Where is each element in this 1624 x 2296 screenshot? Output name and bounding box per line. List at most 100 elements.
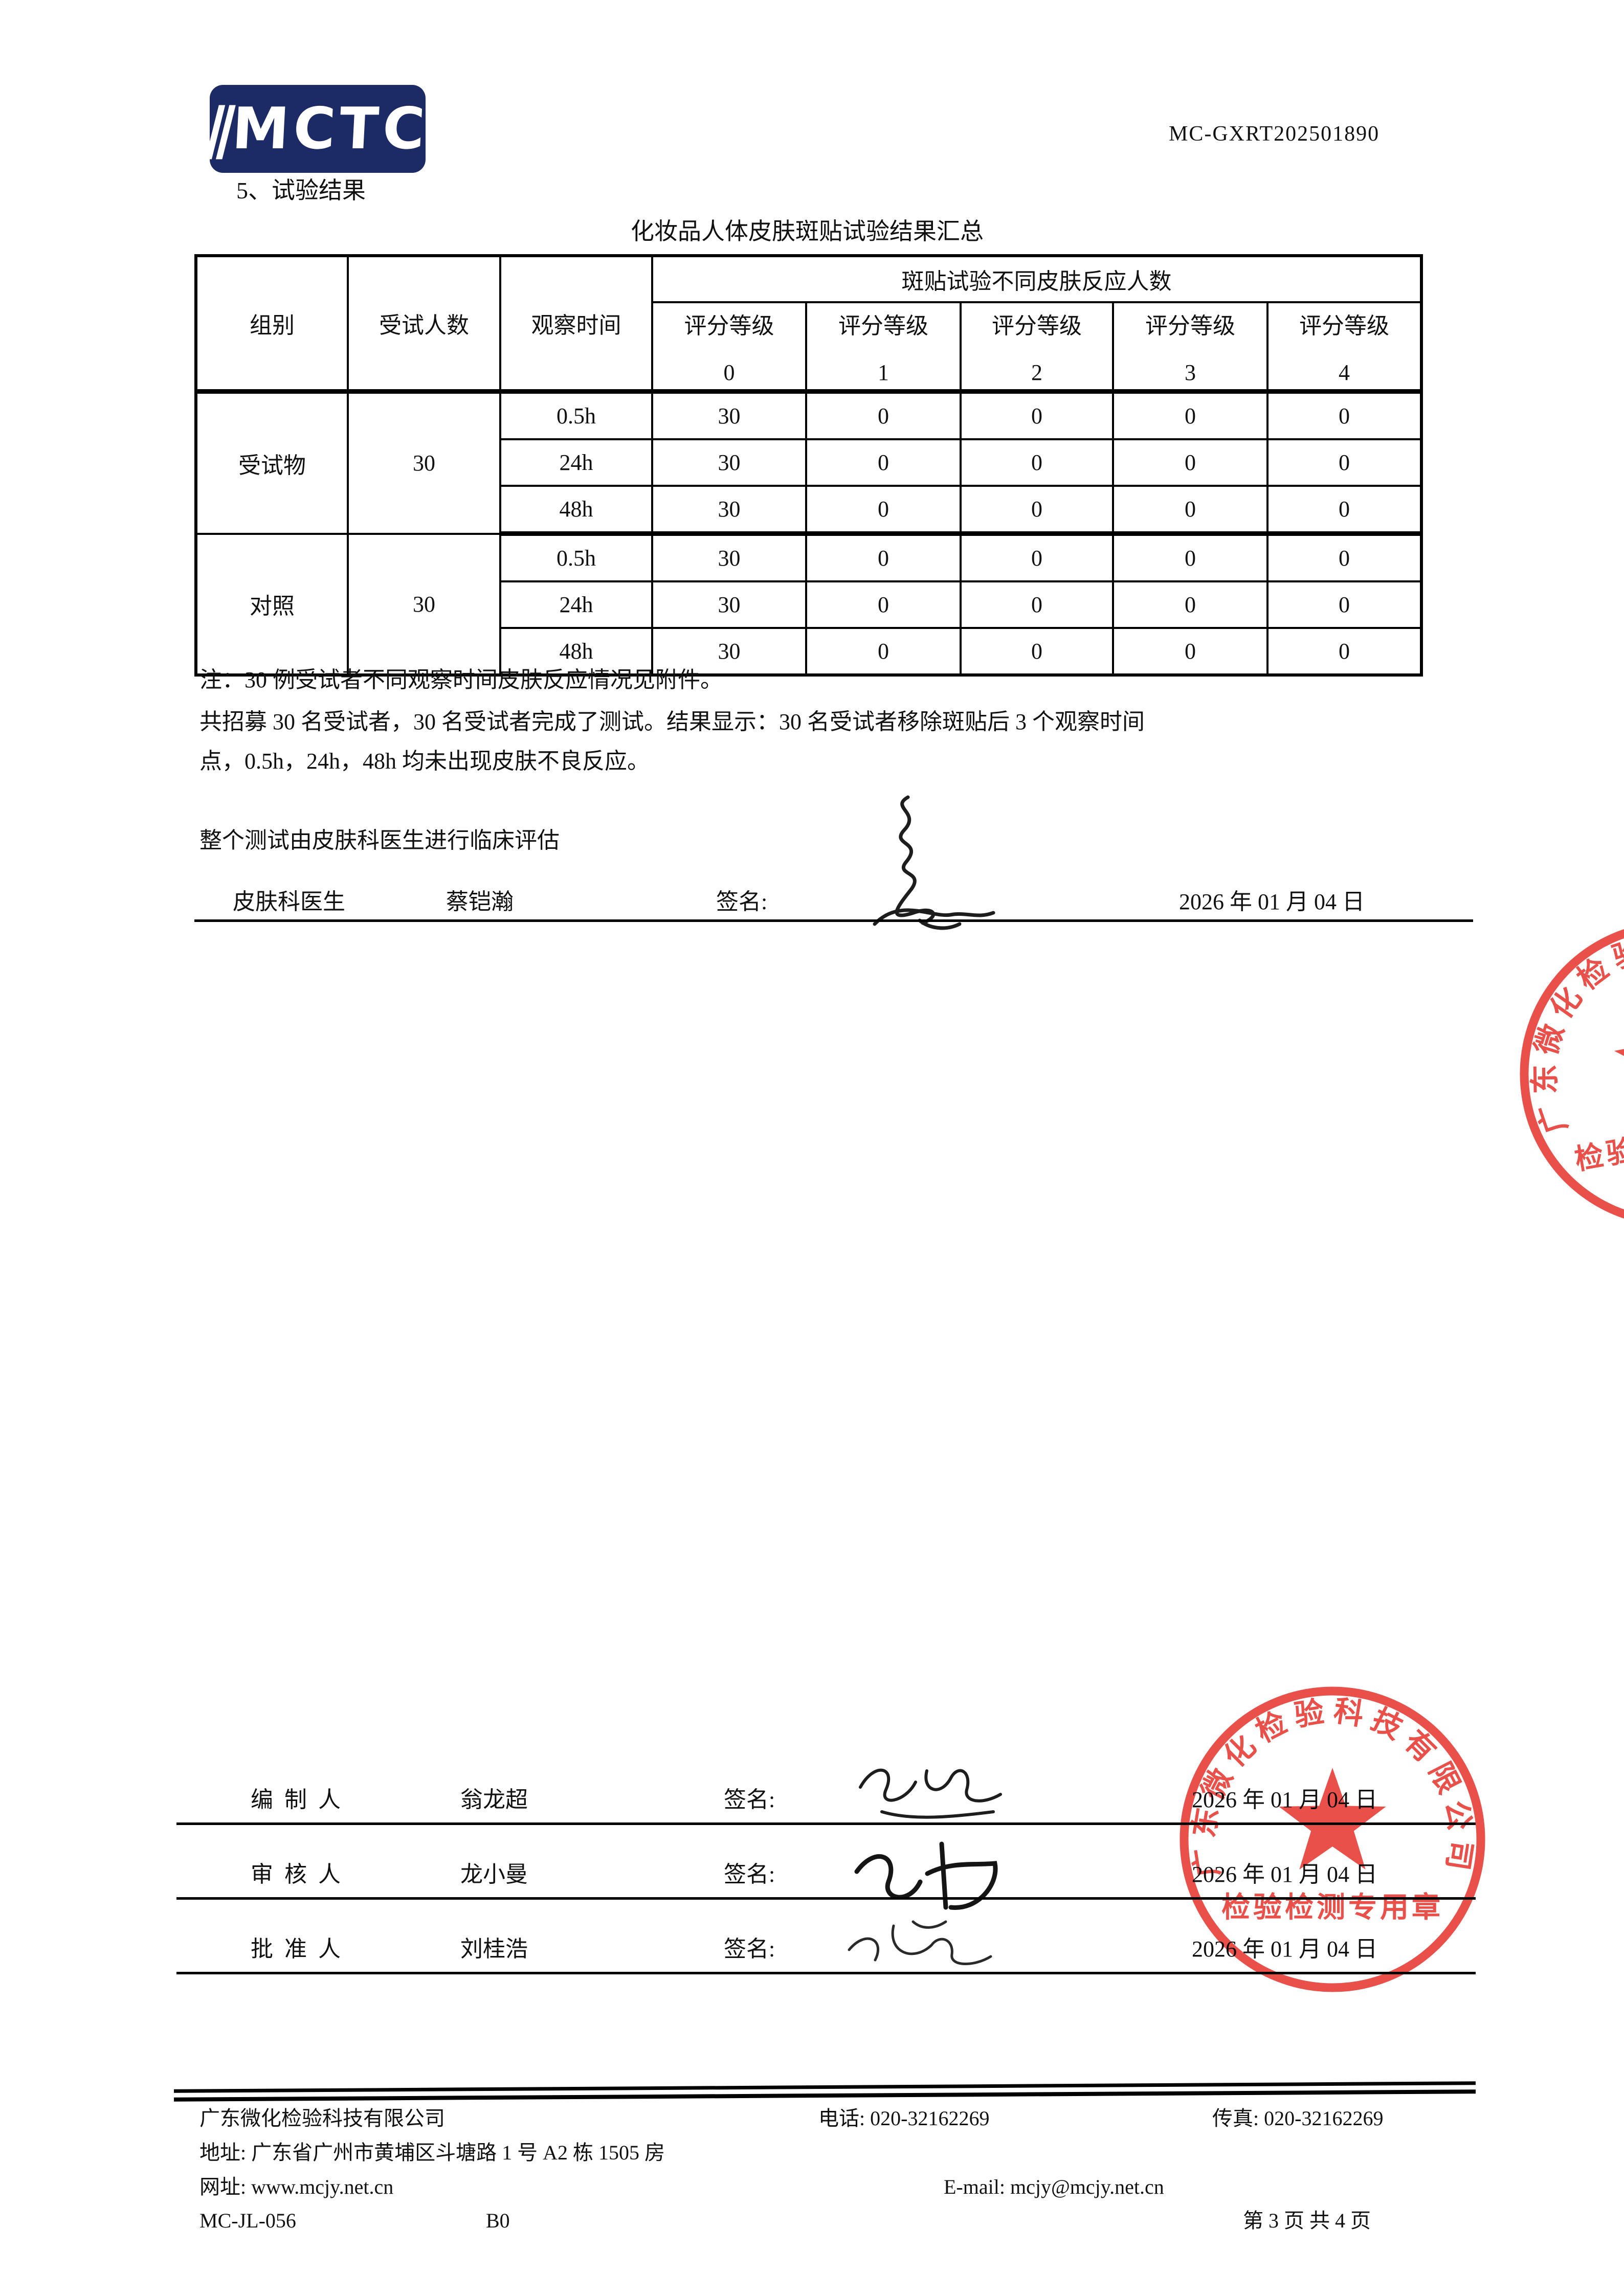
footer-email: E-mail: mcjy@mcjy.net.cn (944, 2174, 1164, 2200)
footer-doc-code: MC-JL-056 (199, 2209, 296, 2232)
footer-fax-value: 020-32162269 (1264, 2107, 1384, 2130)
score-level: 1 (878, 359, 889, 385)
footer-company: 广东微化检验科技有限公司 (199, 2107, 445, 2130)
reviewer-sign-label: 签名: (724, 1862, 775, 1887)
cell-score: 0 (960, 580, 1114, 629)
col-header-reactions-span: 斑贴试验不同皮肤反应人数 (651, 255, 1423, 303)
score-level: 0 (723, 359, 735, 385)
preparer-sign-label: 签名: (724, 1787, 775, 1812)
preparer-signature (859, 1768, 1002, 1819)
reviewer-role: 审 核 人 (251, 1862, 341, 1887)
col-header-group: 组别 (195, 255, 349, 394)
table-header-row-1: 组别 受试人数 观察时间 斑贴试验不同皮肤反应人数 (195, 255, 1423, 394)
cell-score: 0 (805, 532, 962, 582)
evaluation-statement: 整个测试由皮肤科医生进行临床评估 (199, 828, 560, 853)
preparer-name: 翁龙超 (460, 1787, 528, 1812)
report-number: MC-GXRT202501890 (1169, 122, 1380, 146)
col-header-score-4: 评分等级 4 (1266, 301, 1423, 394)
approval-divider-line (176, 1972, 1476, 1974)
cell-time: 48h (499, 485, 653, 536)
cell-score: 0 (1112, 580, 1269, 629)
cell-score: 0 (1266, 580, 1423, 629)
cell-score: 0 (960, 627, 1114, 676)
cell-score: 30 (651, 532, 807, 582)
footer-phone-value: 020-32162269 (870, 2107, 990, 2130)
cell-score: 0 (1112, 390, 1269, 440)
cell-score: 30 (651, 580, 807, 629)
score-level: 4 (1339, 359, 1350, 385)
cell-score: 0 (805, 390, 962, 440)
footer-web-value: www.mcjy.net.cn (251, 2175, 394, 2198)
preparer-role: 编 制 人 (251, 1787, 341, 1812)
cell-score: 30 (651, 390, 807, 440)
cell-score: 0 (805, 627, 962, 676)
footer-page-indicator: 第 3 页 共 4 页 (1243, 2209, 1371, 2232)
table-row: 48h 30 0 0 0 0 (196, 485, 1423, 536)
group-test-substance-count: 30 (347, 390, 501, 535)
score-level: 3 (1185, 359, 1196, 385)
approval-divider-line (176, 1897, 1476, 1900)
reviewer-name: 龙小曼 (460, 1862, 528, 1887)
cell-score: 0 (1112, 627, 1269, 676)
doctor-name: 蔡铠瀚 (446, 889, 514, 914)
footer-separator (173, 2081, 1476, 2102)
cell-score: 30 (651, 485, 807, 536)
cell-score: 0 (960, 438, 1114, 487)
doctor-signature (873, 795, 995, 930)
footer-email-label: E-mail: (944, 2175, 1010, 2198)
table-title: 化妆品人体皮肤斑贴试验结果汇总 (631, 218, 984, 244)
cell-score: 0 (805, 580, 962, 629)
footer-address: 地址: 广东省广州市黄埔区斗塘路 1 号 A2 栋 1505 房 (199, 2140, 665, 2166)
cell-score: 30 (651, 438, 807, 487)
reviewer-sign-date: 2026 年 01 月 04 日 (1192, 1862, 1377, 1887)
cell-score: 0 (960, 390, 1114, 440)
col-header-time: 观察时间 (499, 255, 653, 394)
cell-score: 0 (960, 485, 1114, 536)
col-header-subjects: 受试人数 (347, 255, 501, 394)
cell-score: 0 (1266, 390, 1423, 440)
table-row: 24h 30 0 0 0 0 (196, 438, 1423, 487)
cell-score: 0 (1112, 485, 1269, 536)
cell-score: 30 (651, 627, 807, 676)
company-stamp-partial: 广东微化检验科技有限公司 检验检测专用章 (1509, 910, 1624, 1227)
col-header-score-1: 评分等级 1 (805, 301, 962, 394)
group-test-substance: 受试物 (195, 390, 349, 535)
footer-address-value: 广东省广州市黄埔区斗塘路 1 号 A2 栋 1505 房 (251, 2141, 665, 2164)
cell-time: 0.5h (499, 390, 653, 440)
cell-score: 0 (1266, 485, 1423, 536)
footer-phone: 电话: 020-32162269 (818, 2106, 989, 2131)
result-paragraph-line-1: 共招募 30 名受试者，30 名受试者完成了测试。结果显示：30 名受试者移除斑… (199, 709, 1145, 734)
cell-score: 0 (805, 438, 962, 487)
cell-time: 24h (499, 580, 653, 629)
approver-name: 刘桂浩 (460, 1937, 528, 1962)
result-paragraph-line-2: 点，0.5h，24h，48h 均未出现皮肤不良反应。 (199, 749, 650, 774)
footer-address-label: 地址: (199, 2141, 252, 2164)
stamp-type-text: 检验检测专用章 (1221, 1892, 1443, 1924)
section-divider-line (194, 919, 1473, 922)
score-level: 2 (1031, 359, 1042, 385)
footer-web-label: 网址: (199, 2175, 252, 2198)
footer-email-value: mcjy@mcjy.net.cn (1010, 2175, 1164, 2198)
score-label: 评分等级 (992, 313, 1082, 339)
table-row: 24h 30 0 0 0 0 (196, 580, 1423, 629)
score-label: 评分等级 (1299, 313, 1390, 339)
footer-fax-label: 传真: (1212, 2107, 1264, 2130)
cell-score: 0 (805, 485, 962, 536)
cell-time: 0.5h (499, 532, 653, 582)
doctor-role: 皮肤科医生 (233, 889, 345, 914)
approver-sign-date: 2026 年 01 月 04 日 (1192, 1937, 1377, 1962)
score-label: 评分等级 (838, 313, 928, 339)
footer-fax: 传真: 020-32162269 (1212, 2106, 1383, 2131)
results-table: 组别 受试人数 观察时间 斑贴试验不同皮肤反应人数 评分等级 0 评分等级 1 … (194, 254, 1423, 677)
col-header-score-3: 评分等级 3 (1112, 301, 1269, 394)
group-control: 对照 (195, 532, 349, 676)
table-row: 48h 30 0 0 0 0 (196, 627, 1423, 676)
footer-phone-label: 电话: (818, 2107, 871, 2130)
table-row: 对照 30 0.5h 30 0 0 0 0 (195, 532, 1423, 676)
reviewer-signature (854, 1841, 998, 1910)
cell-score: 0 (1266, 532, 1423, 582)
col-header-score-0: 评分等级 0 (651, 301, 807, 394)
table-row: 受试物 30 0.5h 30 0 0 0 0 (195, 390, 1423, 535)
col-header-score-2: 评分等级 2 (960, 301, 1114, 394)
